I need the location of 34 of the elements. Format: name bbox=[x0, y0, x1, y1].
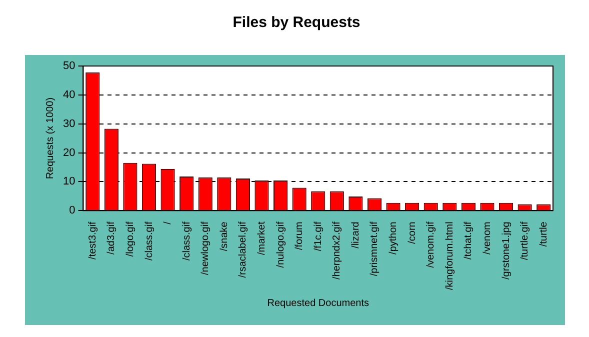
y-tick-label: 40 bbox=[62, 88, 76, 101]
x-tick-label: /turtle bbox=[538, 221, 550, 247]
x-tick-label: /herpndx2.gif bbox=[332, 221, 343, 280]
y-tick-label: 20 bbox=[62, 146, 76, 159]
y-tick-label: 0 bbox=[69, 204, 76, 217]
x-tick-label: /nulogo.gif bbox=[275, 221, 286, 268]
x-tick-label: /prismnet.gif bbox=[369, 221, 380, 276]
x-tick-label: / bbox=[162, 221, 174, 224]
x-tick-label: /corn bbox=[406, 222, 418, 244]
x-tick-label: /test3.gif bbox=[87, 221, 98, 260]
x-tick-label: /class.gif bbox=[181, 221, 192, 261]
x-tick-label: /class.gif bbox=[144, 221, 155, 261]
x-tick-label: /f1c.gif bbox=[312, 221, 324, 252]
x-tick-label: /forum bbox=[294, 222, 306, 250]
x-tick-label: /kingforum.html bbox=[444, 222, 456, 290]
x-axis-title: Requested Documents bbox=[267, 298, 369, 309]
x-tick-label: /turtle.gif bbox=[520, 221, 531, 260]
x-tick-label: /grstone1.jpg bbox=[500, 222, 512, 280]
x-tick-label: /ad3.gif bbox=[106, 221, 118, 254]
chart-title: Files by Requests bbox=[232, 14, 360, 32]
y-tick-label: 30 bbox=[62, 118, 76, 130]
y-axis-title: Requests (x 1000) bbox=[44, 97, 56, 180]
x-tick-label: /logo.gif bbox=[124, 221, 136, 257]
y-tick-label: 10 bbox=[62, 176, 76, 188]
x-tick-label: /rsaclabel.gif bbox=[238, 221, 249, 278]
x-tick-label: /market bbox=[256, 221, 268, 255]
x-tick-label: /venom bbox=[482, 222, 493, 254]
x-tick-label: /python bbox=[388, 222, 400, 254]
x-tick-label: /tchat.gif bbox=[463, 221, 474, 260]
x-tick-label: /venom.gif bbox=[426, 221, 437, 268]
x-tick-label: /lizard bbox=[350, 222, 362, 248]
x-tick-label: /newlogo.gif bbox=[200, 221, 212, 276]
x-tick-label: /snake bbox=[218, 221, 230, 252]
y-tick-label: 50 bbox=[62, 60, 76, 72]
